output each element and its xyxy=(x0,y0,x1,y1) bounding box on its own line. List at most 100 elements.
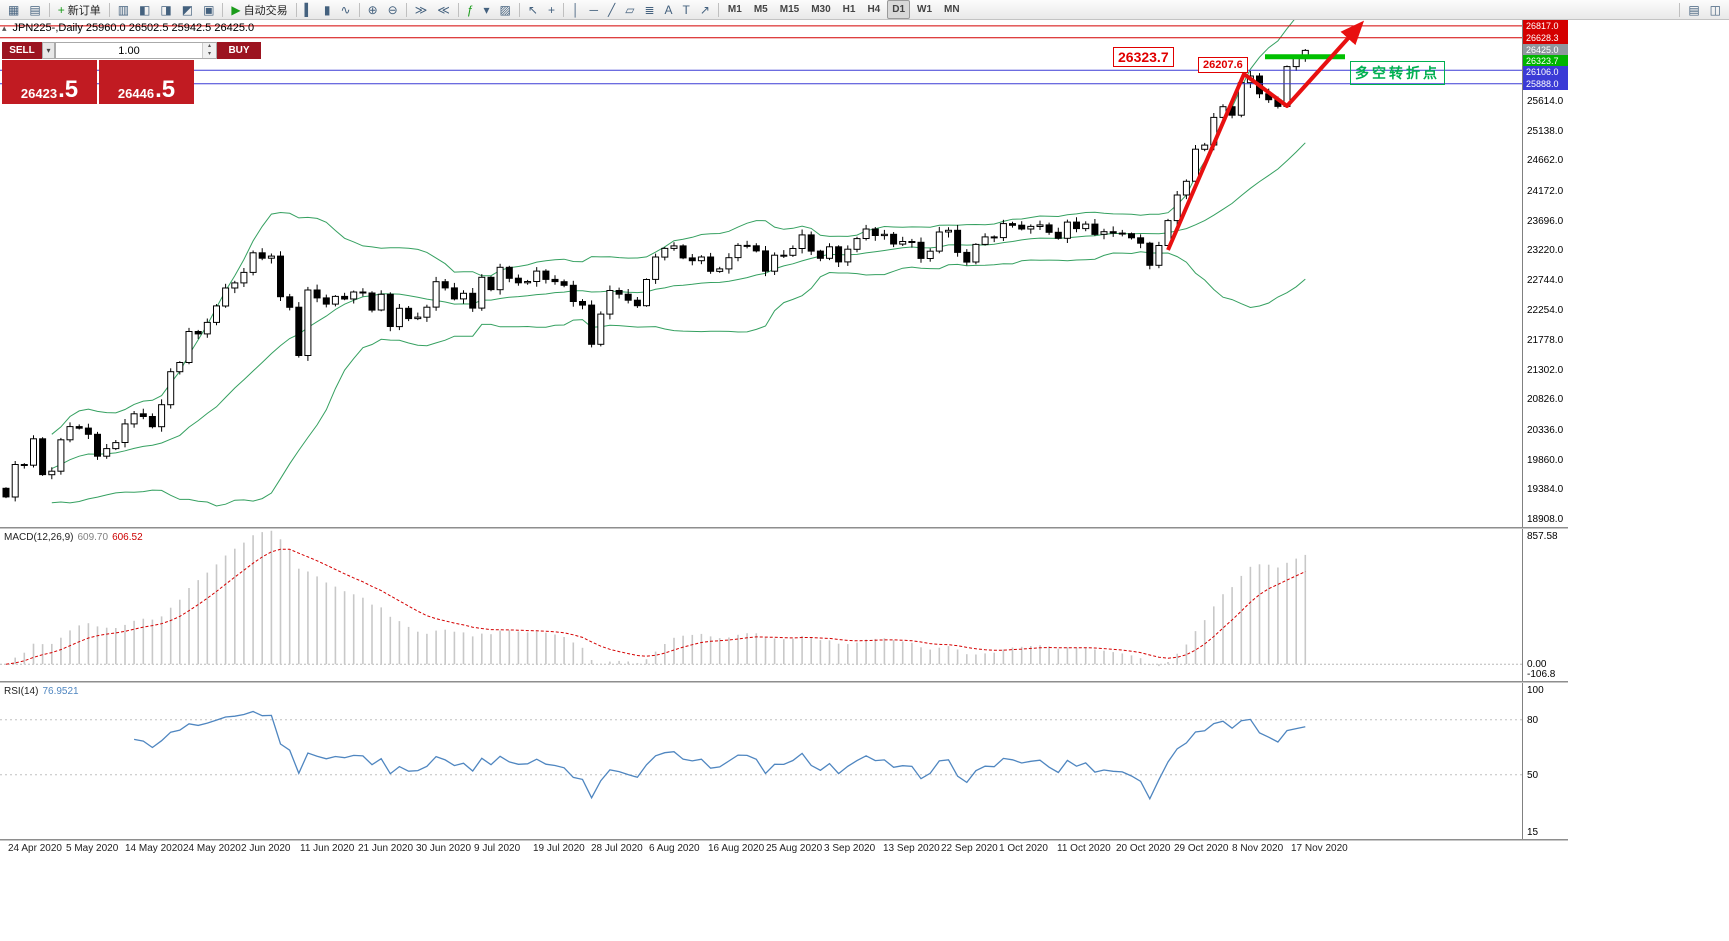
new-order-button-label: 新订单 xyxy=(67,4,101,17)
price-axis-tag: 26817.0 xyxy=(1523,20,1568,33)
bar-chart-button[interactable]: ▍ xyxy=(301,0,318,19)
horizontal-line-button[interactable]: ─ xyxy=(585,0,602,19)
autotrading-button-label: 自动交易 xyxy=(243,4,288,17)
timeframe-mn-button[interactable]: MN xyxy=(944,4,960,15)
price-axis-label: 22254.0 xyxy=(1527,305,1564,316)
one-click-collapse-toggle[interactable]: ▴ xyxy=(2,22,7,33)
line-chart-button[interactable]: ∿ xyxy=(337,0,355,19)
price-axis-label: 22744.0 xyxy=(1527,275,1564,286)
price-callout-label[interactable]: 26207.6 xyxy=(1198,57,1248,74)
new-order-button[interactable]: + 新订单 xyxy=(54,0,105,19)
main-price-chart[interactable] xyxy=(0,20,1522,527)
profiles-button[interactable]: ▤ xyxy=(25,0,44,19)
text-label-button[interactable]: T xyxy=(679,0,694,19)
price-axis-label: 20336.0 xyxy=(1527,425,1564,436)
strategy-tester-button[interactable]: ▣ xyxy=(199,0,218,19)
periods-button[interactable]: ▾ xyxy=(480,0,494,19)
rsi-axis[interactable]: 100 80 50 15 xyxy=(1522,683,1568,839)
indicators-button[interactable]: ƒ xyxy=(463,0,478,19)
market-watch-icon: ▥ xyxy=(117,2,130,17)
time-axis-label: 3 Sep 2020 xyxy=(824,843,876,854)
time-axis-label: 9 Jul 2020 xyxy=(474,843,521,854)
timeframe-h1-button[interactable]: H1 xyxy=(842,4,856,15)
chart-window: 26323.7 26207.6 多空转折点 25614.0 25138.0 24662.… xyxy=(0,20,1568,857)
time-axis-label: 11 Oct 2020 xyxy=(1057,843,1111,854)
macd-indicator-label: MACD(12,26,9) 609.70 606.52 xyxy=(4,532,143,543)
market-watch-button[interactable]: ▥ xyxy=(114,0,133,19)
templates-button[interactable]: ▨ xyxy=(496,0,515,19)
chart-shift-button[interactable]: ≪ xyxy=(433,0,454,19)
rsi-value: 76.9521 xyxy=(42,686,79,697)
price-axis-label: 23220.0 xyxy=(1527,245,1564,256)
volume-options-dropdown[interactable]: ▾ xyxy=(42,42,55,59)
auto-scroll-button[interactable]: ≫ xyxy=(411,0,432,19)
panel-separator[interactable] xyxy=(0,681,1568,683)
timeframe-m30-button[interactable]: M30 xyxy=(811,4,831,15)
channel-button[interactable]: ▱ xyxy=(621,0,638,19)
macd-axis[interactable]: 857.58 0.00 -106.8 xyxy=(1522,529,1568,681)
price-axis-tag: 26628.3 xyxy=(1523,32,1568,45)
crosshair-button[interactable]: + xyxy=(544,0,559,19)
sell-price-display[interactable]: 26423.5 xyxy=(2,60,97,104)
data-window-button[interactable]: ◧ xyxy=(135,0,154,19)
buy-price-display[interactable]: 26446.5 xyxy=(99,60,194,104)
chart-list-icon: ▤ xyxy=(1688,2,1700,17)
bar-chart-icon: ▍ xyxy=(304,2,314,17)
chart-list-button[interactable]: ▤ xyxy=(1684,0,1703,19)
price-axis-label: 19860.0 xyxy=(1527,455,1564,466)
macd-axis-label: -106.8 xyxy=(1527,669,1556,680)
time-axis-label: 14 May 2020 xyxy=(125,843,183,854)
price-axis[interactable]: 25614.0 25138.0 24662.0 24172.0 23696.0 23220… xyxy=(1522,20,1568,527)
fibonacci-button[interactable]: ≣ xyxy=(640,0,658,19)
timeframe-w1-button[interactable]: W1 xyxy=(917,4,933,15)
arrows-button[interactable]: ↗ xyxy=(696,0,714,19)
navigator-button[interactable]: ◨ xyxy=(156,0,175,19)
window-arrange-icon: ◫ xyxy=(1709,2,1721,17)
timeframe-m1-button[interactable]: M1 xyxy=(727,4,742,15)
zoom-in-icon: ⊕ xyxy=(367,2,378,17)
cursor-button[interactable]: ↖ xyxy=(524,0,542,19)
charts-window-button[interactable]: ▦ xyxy=(4,0,23,19)
price-axis-tag: 26425.0 xyxy=(1523,44,1568,57)
vertical-line-button[interactable]: │ xyxy=(568,0,584,19)
timeframe-d1-button[interactable]: D1 xyxy=(887,0,911,19)
autotrading-button[interactable]: ▶ 自动交易 xyxy=(227,0,291,19)
rsi-panel[interactable] xyxy=(0,683,1522,839)
zoom-out-icon: ⊖ xyxy=(387,2,398,17)
rsi-indicator-label: RSI(14) 76.9521 xyxy=(4,686,79,697)
zoom-in-button[interactable]: ⊕ xyxy=(364,0,382,19)
terminal-icon: ◩ xyxy=(181,2,194,17)
terminal-button[interactable]: ◩ xyxy=(178,0,197,19)
time-axis-label: 2 Jun 2020 xyxy=(241,843,291,854)
time-axis-label: 28 Jul 2020 xyxy=(591,843,643,854)
time-axis[interactable]: 24 Apr 2020 5 May 2020 14 May 2020 24 May 2… xyxy=(0,841,1522,857)
panel-separator[interactable] xyxy=(0,527,1568,529)
periods-icon: ▾ xyxy=(483,2,490,17)
volume-decrease-button[interactable]: ▾ xyxy=(203,50,216,58)
trendline-button[interactable]: ╱ xyxy=(604,0,619,19)
timeframe-m5-button[interactable]: M5 xyxy=(753,4,768,15)
window-arrange-button[interactable]: ◫ xyxy=(1706,0,1725,19)
macd-panel[interactable] xyxy=(0,529,1522,681)
candlestick-chart-button[interactable]: ▮ xyxy=(320,0,335,19)
turning-point-label[interactable]: 多空转折点 xyxy=(1350,61,1445,85)
toolbar-separator xyxy=(1679,2,1681,17)
volume-increase-button[interactable]: ▴ xyxy=(203,43,216,51)
price-callout-label[interactable]: 26323.7 xyxy=(1113,47,1174,68)
price-axis-label: 19384.0 xyxy=(1527,484,1564,495)
time-axis-label: 29 Oct 2020 xyxy=(1174,843,1229,854)
volume-input[interactable] xyxy=(56,43,202,58)
panel-separator[interactable] xyxy=(0,839,1568,841)
main-toolbar: ▦ ▤ + 新订单 ▥ ◧ ◨ ◩ ▣ ▶ 自动交易 ▍ ▮ ∿ ⊕ ⊖ ≫ ≪ ƒ ▾ ▨ ↖ + │ ─ ╱ ▱ ≣ A T ↗ M1 M5… xyxy=(0,0,1729,20)
time-axis-label: 21 Jun 2020 xyxy=(358,843,414,854)
sell-button[interactable]: SELL xyxy=(2,42,42,59)
zoom-out-button[interactable]: ⊖ xyxy=(384,0,402,19)
timeframe-m15-button[interactable]: M15 xyxy=(779,4,800,15)
time-axis-label: 6 Aug 2020 xyxy=(649,843,700,854)
timeframe-h4-button[interactable]: H4 xyxy=(867,4,881,15)
text-button[interactable]: A xyxy=(661,0,677,19)
toolbar-separator xyxy=(295,2,297,17)
sell-price-main: 26423 xyxy=(20,86,58,101)
buy-button[interactable]: BUY xyxy=(217,42,261,59)
